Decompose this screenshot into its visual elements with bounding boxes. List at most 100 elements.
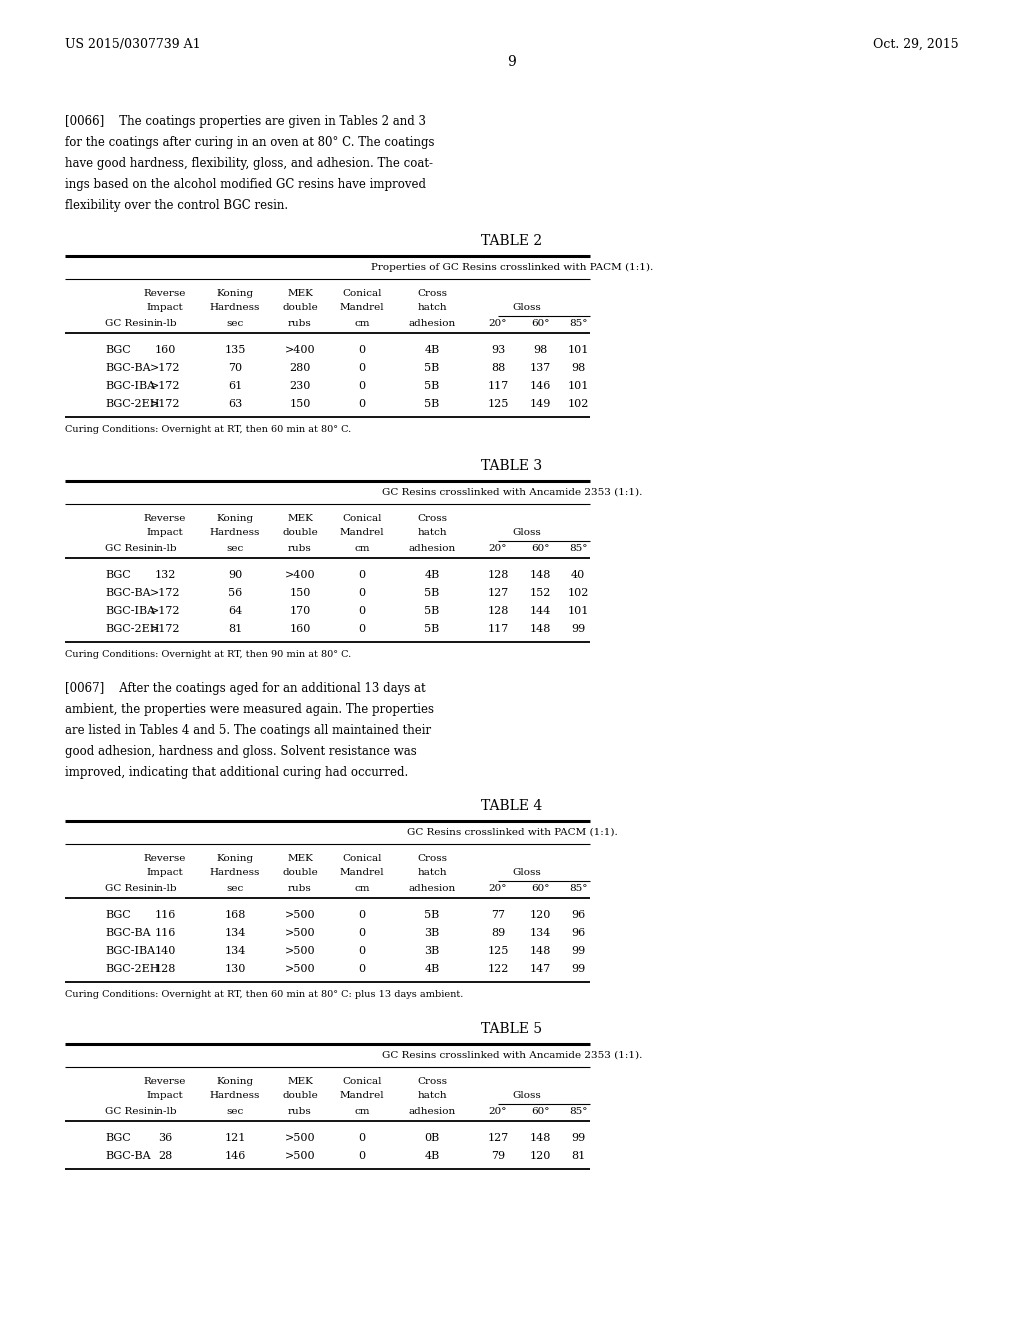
Text: 96: 96 bbox=[570, 909, 585, 920]
Text: cm: cm bbox=[354, 1107, 370, 1115]
Text: adhesion: adhesion bbox=[409, 319, 456, 327]
Text: >400: >400 bbox=[285, 345, 315, 355]
Text: 117: 117 bbox=[487, 624, 509, 634]
Text: Cross: Cross bbox=[417, 1077, 447, 1086]
Text: GC Resin: GC Resin bbox=[105, 1107, 154, 1115]
Text: rubs: rubs bbox=[288, 1107, 312, 1115]
Text: 79: 79 bbox=[490, 1151, 505, 1162]
Text: Mandrel: Mandrel bbox=[340, 869, 384, 876]
Text: TABLE 5: TABLE 5 bbox=[481, 1022, 543, 1036]
Text: 90: 90 bbox=[228, 570, 242, 579]
Text: Koning: Koning bbox=[216, 854, 254, 863]
Text: Koning: Koning bbox=[216, 1077, 254, 1086]
Text: 4B: 4B bbox=[424, 570, 439, 579]
Text: Cross: Cross bbox=[417, 854, 447, 863]
Text: hatch: hatch bbox=[417, 869, 446, 876]
Text: hatch: hatch bbox=[417, 304, 446, 312]
Text: BGC: BGC bbox=[105, 570, 131, 579]
Text: 89: 89 bbox=[490, 928, 505, 939]
Text: TABLE 2: TABLE 2 bbox=[481, 234, 543, 248]
Text: >500: >500 bbox=[285, 928, 315, 939]
Text: Conical: Conical bbox=[342, 513, 382, 523]
Text: 140: 140 bbox=[155, 946, 176, 956]
Text: >500: >500 bbox=[285, 964, 315, 974]
Text: 85°: 85° bbox=[568, 544, 587, 553]
Text: 20°: 20° bbox=[488, 319, 507, 327]
Text: Mandrel: Mandrel bbox=[340, 528, 384, 537]
Text: rubs: rubs bbox=[288, 884, 312, 894]
Text: cm: cm bbox=[354, 319, 370, 327]
Text: Impact: Impact bbox=[146, 528, 183, 537]
Text: 148: 148 bbox=[529, 624, 551, 634]
Text: hatch: hatch bbox=[417, 528, 446, 537]
Text: 149: 149 bbox=[529, 399, 551, 409]
Text: 5B: 5B bbox=[424, 606, 439, 616]
Text: Gloss: Gloss bbox=[513, 1092, 542, 1100]
Text: 60°: 60° bbox=[530, 319, 549, 327]
Text: in-lb: in-lb bbox=[154, 544, 177, 553]
Text: 64: 64 bbox=[228, 606, 242, 616]
Text: 0: 0 bbox=[358, 606, 366, 616]
Text: 0: 0 bbox=[358, 946, 366, 956]
Text: adhesion: adhesion bbox=[409, 544, 456, 553]
Text: 0B: 0B bbox=[424, 1133, 439, 1143]
Text: cm: cm bbox=[354, 544, 370, 553]
Text: adhesion: adhesion bbox=[409, 884, 456, 894]
Text: 20°: 20° bbox=[488, 884, 507, 894]
Text: 36: 36 bbox=[158, 1133, 172, 1143]
Text: [0066]    The coatings properties are given in Tables 2 and 3: [0066] The coatings properties are given… bbox=[65, 115, 426, 128]
Text: 127: 127 bbox=[487, 1133, 509, 1143]
Text: 135: 135 bbox=[224, 345, 246, 355]
Text: BGC-IBA: BGC-IBA bbox=[105, 946, 155, 956]
Text: BGC-IBA: BGC-IBA bbox=[105, 606, 155, 616]
Text: BGC: BGC bbox=[105, 1133, 131, 1143]
Text: sec: sec bbox=[226, 884, 244, 894]
Text: Mandrel: Mandrel bbox=[340, 304, 384, 312]
Text: 85°: 85° bbox=[568, 319, 587, 327]
Text: >172: >172 bbox=[150, 624, 180, 634]
Text: 101: 101 bbox=[567, 381, 589, 391]
Text: 20°: 20° bbox=[488, 544, 507, 553]
Text: >400: >400 bbox=[285, 570, 315, 579]
Text: 0: 0 bbox=[358, 587, 366, 598]
Text: 81: 81 bbox=[228, 624, 242, 634]
Text: 56: 56 bbox=[228, 587, 242, 598]
Text: Gloss: Gloss bbox=[513, 304, 542, 312]
Text: 0: 0 bbox=[358, 928, 366, 939]
Text: sec: sec bbox=[226, 319, 244, 327]
Text: US 2015/0307739 A1: US 2015/0307739 A1 bbox=[65, 38, 201, 51]
Text: 4B: 4B bbox=[424, 1151, 439, 1162]
Text: 132: 132 bbox=[155, 570, 176, 579]
Text: 116: 116 bbox=[155, 909, 176, 920]
Text: 60°: 60° bbox=[530, 544, 549, 553]
Text: 60°: 60° bbox=[530, 884, 549, 894]
Text: 0: 0 bbox=[358, 570, 366, 579]
Text: Gloss: Gloss bbox=[513, 528, 542, 537]
Text: 125: 125 bbox=[487, 399, 509, 409]
Text: 99: 99 bbox=[570, 1133, 585, 1143]
Text: TABLE 4: TABLE 4 bbox=[481, 799, 543, 813]
Text: Cross: Cross bbox=[417, 513, 447, 523]
Text: BGC-2EH: BGC-2EH bbox=[105, 964, 160, 974]
Text: 170: 170 bbox=[290, 606, 310, 616]
Text: 77: 77 bbox=[490, 909, 505, 920]
Text: 0: 0 bbox=[358, 1133, 366, 1143]
Text: BGC-BA: BGC-BA bbox=[105, 587, 151, 598]
Text: rubs: rubs bbox=[288, 319, 312, 327]
Text: ambient, the properties were measured again. The properties: ambient, the properties were measured ag… bbox=[65, 704, 434, 715]
Text: 101: 101 bbox=[567, 345, 589, 355]
Text: 3B: 3B bbox=[424, 928, 439, 939]
Text: GC Resins crosslinked with Ancamide 2353 (1:1).: GC Resins crosslinked with Ancamide 2353… bbox=[382, 488, 642, 498]
Text: 96: 96 bbox=[570, 928, 585, 939]
Text: Properties of GC Resins crosslinked with PACM (1:1).: Properties of GC Resins crosslinked with… bbox=[371, 263, 653, 272]
Text: Koning: Koning bbox=[216, 289, 254, 298]
Text: 0: 0 bbox=[358, 399, 366, 409]
Text: >500: >500 bbox=[285, 909, 315, 920]
Text: 4B: 4B bbox=[424, 964, 439, 974]
Text: for the coatings after curing in an oven at 80° C. The coatings: for the coatings after curing in an oven… bbox=[65, 136, 434, 149]
Text: BGC: BGC bbox=[105, 909, 131, 920]
Text: 5B: 5B bbox=[424, 381, 439, 391]
Text: hatch: hatch bbox=[417, 1092, 446, 1100]
Text: Reverse: Reverse bbox=[143, 1077, 186, 1086]
Text: Mandrel: Mandrel bbox=[340, 1092, 384, 1100]
